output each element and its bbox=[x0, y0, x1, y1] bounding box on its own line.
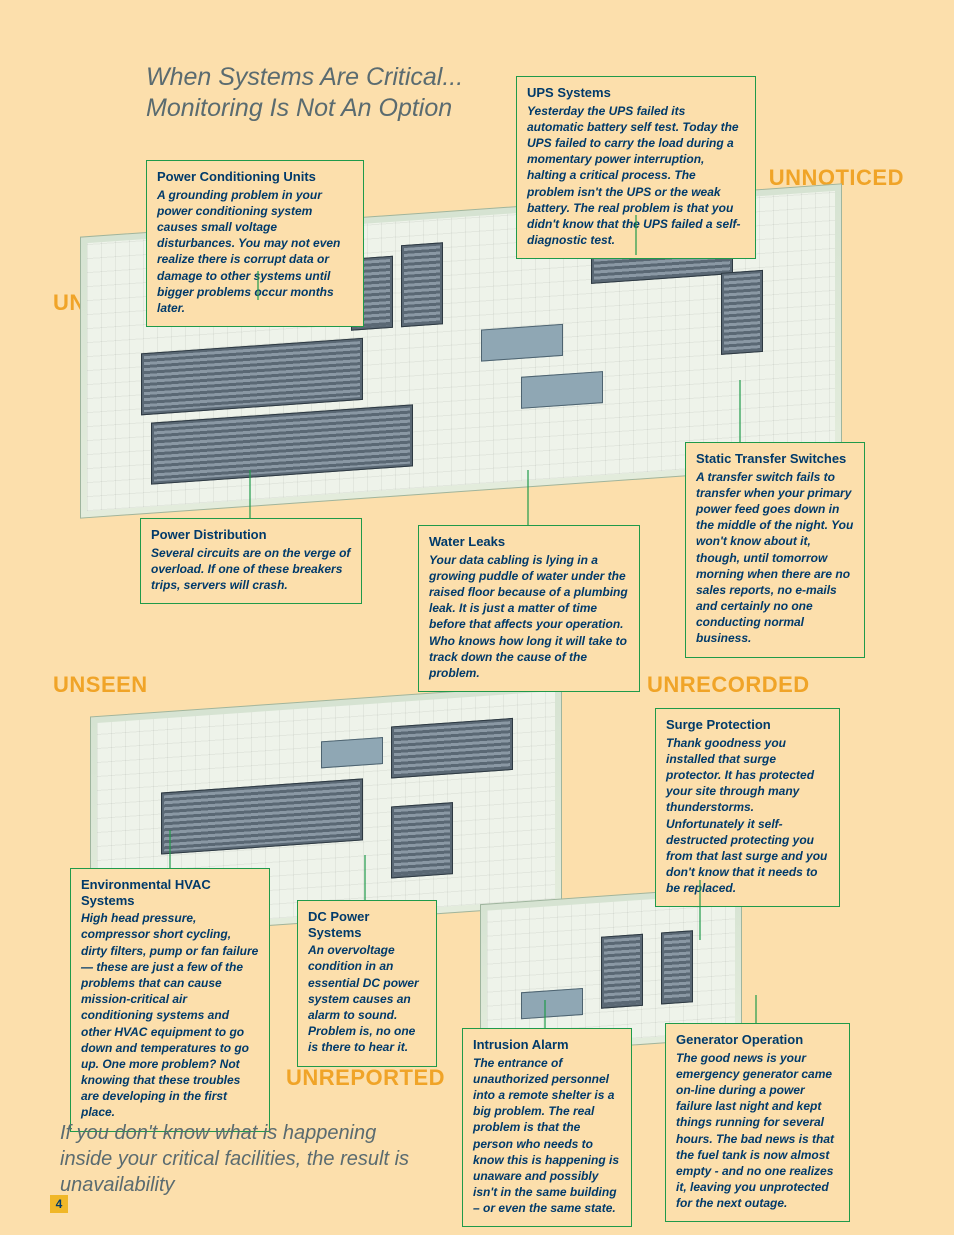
callout-title: DC Power Systems bbox=[308, 909, 426, 940]
callout-title: Surge Protection bbox=[666, 717, 829, 733]
callout-title: Power Distribution bbox=[151, 527, 351, 543]
rack-row bbox=[161, 778, 363, 854]
rack-unit bbox=[401, 242, 443, 327]
callout-title: Power Conditioning Units bbox=[157, 169, 353, 185]
callout-body: A transfer switch fails to transfer when… bbox=[696, 469, 854, 647]
rack-unit bbox=[661, 930, 693, 1004]
callout-title: Environmental HVAC Systems bbox=[81, 877, 259, 908]
callout-power-dist: Power Distribution Several circuits are … bbox=[140, 518, 362, 604]
sub-headline: If you don't know what is happening insi… bbox=[60, 1120, 430, 1198]
word-unrecorded: UNRECORDED bbox=[647, 672, 810, 698]
rack-row bbox=[141, 338, 363, 416]
callout-body: An overvoltage condition in an essential… bbox=[308, 942, 426, 1055]
callout-ups: UPS Systems Yesterday the UPS failed its… bbox=[516, 76, 756, 259]
callout-generator: Generator Operation The good news is you… bbox=[665, 1023, 850, 1222]
desk bbox=[521, 371, 603, 409]
callout-water: Water Leaks Your data cabling is lying i… bbox=[418, 525, 640, 692]
callout-body: A grounding problem in your power condit… bbox=[157, 187, 353, 317]
callout-body: Your data cabling is lying in a growing … bbox=[429, 552, 629, 682]
rack-row bbox=[391, 718, 513, 779]
callout-intrusion: Intrusion Alarm The entrance of unauthor… bbox=[462, 1028, 632, 1227]
callout-title: Intrusion Alarm bbox=[473, 1037, 621, 1053]
callout-body: The good news is your emergency generato… bbox=[676, 1050, 839, 1212]
callout-title: Generator Operation bbox=[676, 1032, 839, 1048]
callout-body: High head pressure, compressor short cyc… bbox=[81, 910, 259, 1120]
page-number: 4 bbox=[50, 1195, 68, 1213]
callout-title: Static Transfer Switches bbox=[696, 451, 854, 467]
headline: When Systems Are Critical... Monitoring … bbox=[146, 62, 506, 125]
headline-line1: When Systems Are Critical... bbox=[146, 63, 463, 91]
desk bbox=[521, 988, 583, 1019]
callout-sts: Static Transfer Switches A transfer swit… bbox=[685, 442, 865, 658]
callout-title: UPS Systems bbox=[527, 85, 745, 101]
callout-dc: DC Power Systems An overvoltage conditio… bbox=[297, 900, 437, 1067]
rack-row bbox=[151, 404, 413, 484]
rack-unit bbox=[601, 934, 643, 1009]
rack-unit bbox=[391, 802, 453, 878]
rack-unit bbox=[721, 270, 763, 355]
callout-hvac: Environmental HVAC Systems High head pre… bbox=[70, 868, 270, 1132]
word-unreported: UNREPORTED bbox=[286, 1065, 445, 1091]
headline-line2: Monitoring Is Not An Option bbox=[146, 94, 452, 122]
callout-surge: Surge Protection Thank goodness you inst… bbox=[655, 708, 840, 907]
desk bbox=[321, 737, 383, 768]
word-unseen: UNSEEN bbox=[53, 672, 148, 698]
callout-body: Thank goodness you installed that surge … bbox=[666, 735, 829, 897]
callout-title: Water Leaks bbox=[429, 534, 629, 550]
callout-body: Yesterday the UPS failed its automatic b… bbox=[527, 103, 745, 249]
callout-pcu: Power Conditioning Units A grounding pro… bbox=[146, 160, 364, 327]
page: When Systems Are Critical... Monitoring … bbox=[0, 0, 954, 1235]
desk bbox=[481, 324, 563, 362]
callout-body: Several circuits are on the verge of ove… bbox=[151, 545, 351, 594]
callout-body: The entrance of unauthorized personnel i… bbox=[473, 1055, 621, 1217]
